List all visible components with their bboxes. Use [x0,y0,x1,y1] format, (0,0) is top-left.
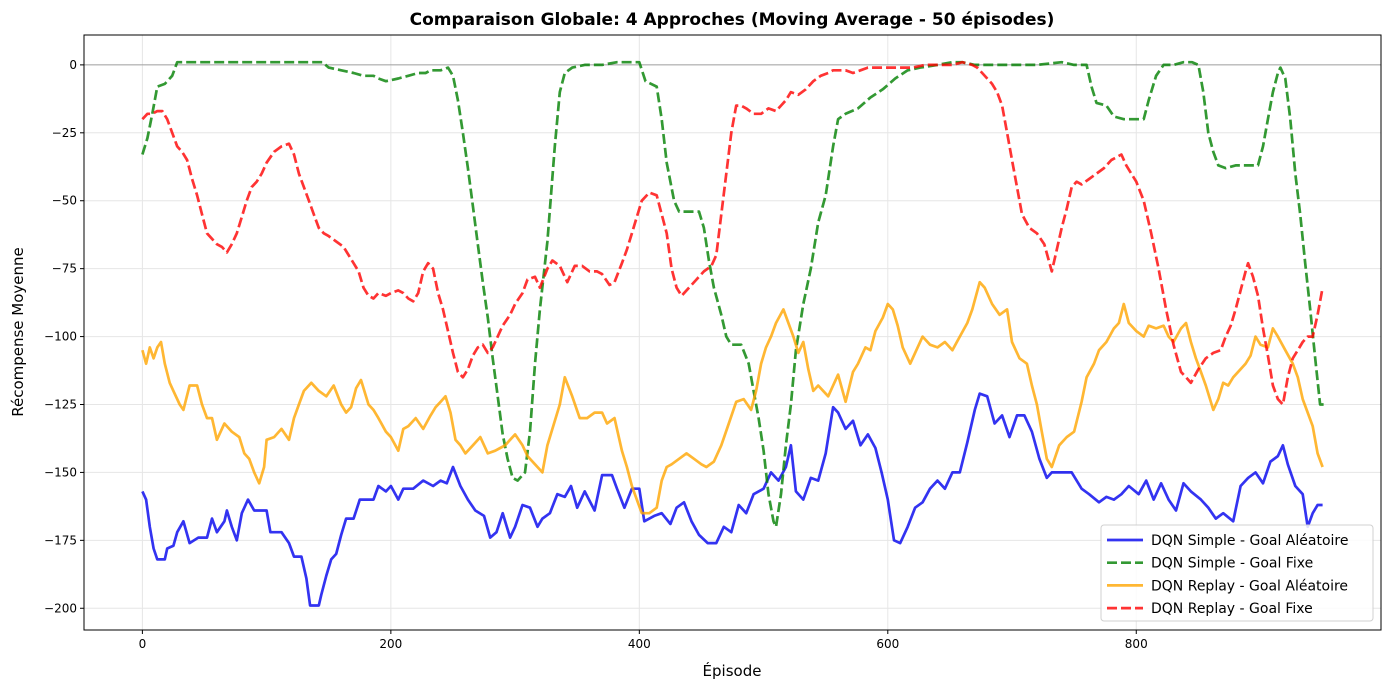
y-tick-label: −125 [44,397,77,411]
y-axis-label: Récompense Moyenne [9,247,27,417]
legend-entry-label: DQN Simple - Goal Aléatoire [1151,533,1348,549]
legend: DQN Simple - Goal Aléatoire DQN Simple - … [1100,524,1374,622]
y-axis-ticks: 0 −25 −50 −75 −100 −125 −150 −175 −200 [44,58,84,615]
y-tick-label: −50 [52,194,77,208]
legend-entry-label: DQN Replay - Goal Fixe [1151,601,1313,617]
y-tick-label: −25 [52,126,77,140]
chart-title: Comparaison Globale: 4 Approches (Moving… [410,10,1055,30]
y-tick-label: −150 [44,465,77,479]
x-tick-label: 200 [379,637,402,651]
legend-entry-label: DQN Replay - Goal Aléatoire [1151,578,1348,594]
y-tick-label: 0 [69,58,77,72]
y-tick-label: −75 [52,262,77,276]
series-lines [141,60,1326,607]
plot-frame [83,34,1382,631]
series-line-4 [141,60,1324,406]
series-line-1 [141,392,1323,607]
x-tick-label: 400 [628,637,651,651]
x-axis-ticks: 0 200 400 600 800 [139,630,1148,651]
y-tick-label: −100 [44,330,77,344]
series-line-2 [141,60,1326,529]
series-line-3 [141,280,1324,515]
y-tick-label: −200 [44,601,77,615]
x-tick-label: 0 [139,637,147,651]
y-tick-label: −175 [44,533,77,547]
x-tick-label: 600 [876,637,899,651]
legend-box [1100,524,1374,622]
x-tick-label: 800 [1125,637,1148,651]
x-axis-label: Épisode [703,661,762,680]
legend-entry-label: DQN Simple - Goal Fixe [1151,556,1313,572]
